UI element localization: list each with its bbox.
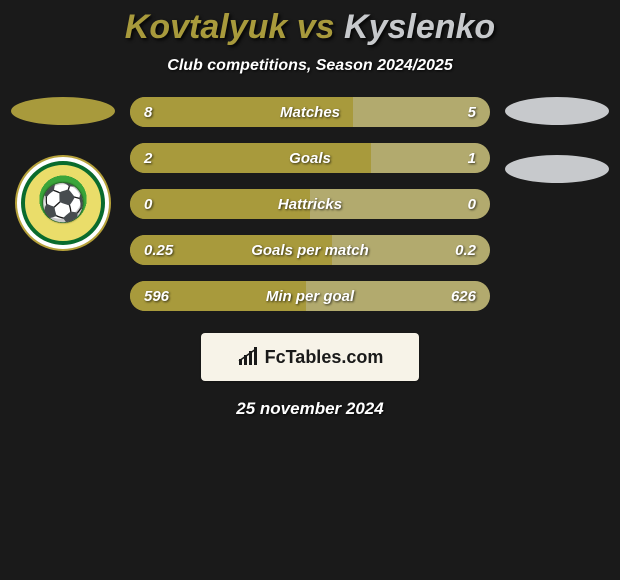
stat-label: Goals per match: [251, 242, 369, 259]
stat-value-left: 0.25: [144, 242, 173, 259]
stat-value-left: 8: [144, 104, 152, 121]
stat-row: 0.25 Goals per match 0.2: [130, 235, 490, 265]
left-side: ⚽: [8, 97, 118, 251]
bar-chart-icon: [237, 347, 261, 367]
stat-value-right: 0: [468, 196, 476, 213]
stat-value-left: 596: [144, 288, 169, 305]
title-player2: Kyslenko: [344, 8, 495, 46]
stat-value-right: 1: [468, 150, 476, 167]
player2-oval-1: [505, 97, 609, 125]
stat-value-right: 626: [451, 288, 476, 305]
stat-row: 0 Hattricks 0: [130, 189, 490, 219]
right-side: [502, 97, 612, 183]
page-title: Kovtalyuk vs Kyslenko: [0, 8, 620, 47]
stat-value-right: 0.2: [455, 242, 476, 259]
player2-oval-2: [505, 155, 609, 183]
stat-fill-left: [130, 143, 371, 173]
player1-oval: [11, 97, 115, 125]
stats-table: 8 Matches 5 2 Goals 1 0 Hattricks 0 0.25 Goals per…: [118, 97, 502, 311]
stat-value-right: 5: [468, 104, 476, 121]
stat-value-left: 0: [144, 196, 152, 213]
stat-value-left: 2: [144, 150, 152, 167]
date-label: 25 november 2024: [0, 399, 620, 419]
title-player1: Kovtalyuk: [125, 8, 288, 46]
stat-row: 2 Goals 1: [130, 143, 490, 173]
stat-row: 8 Matches 5: [130, 97, 490, 127]
soccer-ball-icon: ⚽: [41, 185, 86, 221]
brand-text: FcTables.com: [265, 347, 384, 368]
brand-logo[interactable]: FcTables.com: [201, 333, 419, 381]
stat-label: Matches: [280, 104, 340, 121]
player1-crest: ⚽: [15, 155, 111, 251]
stat-label: Min per goal: [266, 288, 354, 305]
subtitle: Club competitions, Season 2024/2025: [0, 57, 620, 75]
stat-label: Hattricks: [278, 196, 342, 213]
stat-row: 596 Min per goal 626: [130, 281, 490, 311]
stat-label: Goals: [289, 150, 331, 167]
title-vs: vs: [287, 8, 344, 46]
